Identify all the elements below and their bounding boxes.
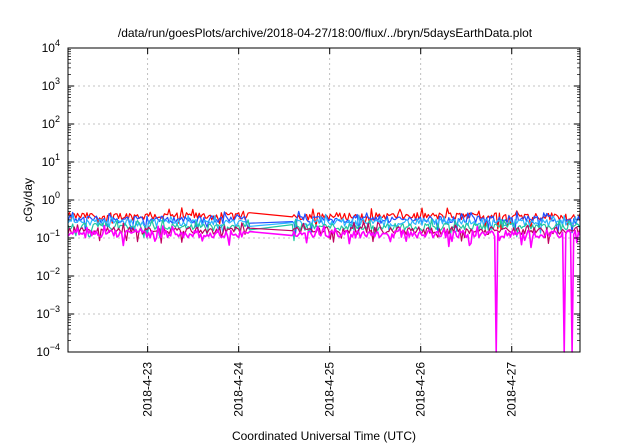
x-tick-label: 2018-4-23 (141, 362, 155, 417)
y-tick-label: 10−4 (36, 342, 60, 359)
y-tick-label: 10−1 (36, 228, 60, 245)
y-tick-label: 104 (42, 38, 60, 55)
y-tick-label: 102 (42, 114, 60, 131)
x-tick-label: 2018-4-24 (232, 362, 246, 417)
y-tick-label: 10−2 (36, 266, 60, 283)
y-tick-label: 100 (42, 190, 60, 207)
x-tick-label: 2018-4-26 (414, 362, 428, 417)
y-tick-label: 101 (42, 152, 60, 169)
x-axis: 2018-4-23 2018-4-24 2018-4-25 2018-4-26 2018… (141, 48, 519, 417)
x-tick-label: 2018-4-27 (505, 362, 519, 417)
series-line (67, 221, 581, 244)
series-line (67, 224, 581, 353)
y-axis-label: cGy/day (21, 178, 35, 222)
grid (68, 48, 580, 352)
x-axis-label: Coordinated Universal Time (UTC) (232, 429, 416, 443)
chart-title: /data/run/goesPlots/archive/2018-04-27/1… (118, 26, 533, 40)
plot-area (67, 207, 581, 353)
y-tick-label: 10−3 (36, 304, 60, 321)
x-tick-label: 2018-4-25 (323, 362, 337, 417)
y-tick-label: 103 (42, 76, 60, 93)
